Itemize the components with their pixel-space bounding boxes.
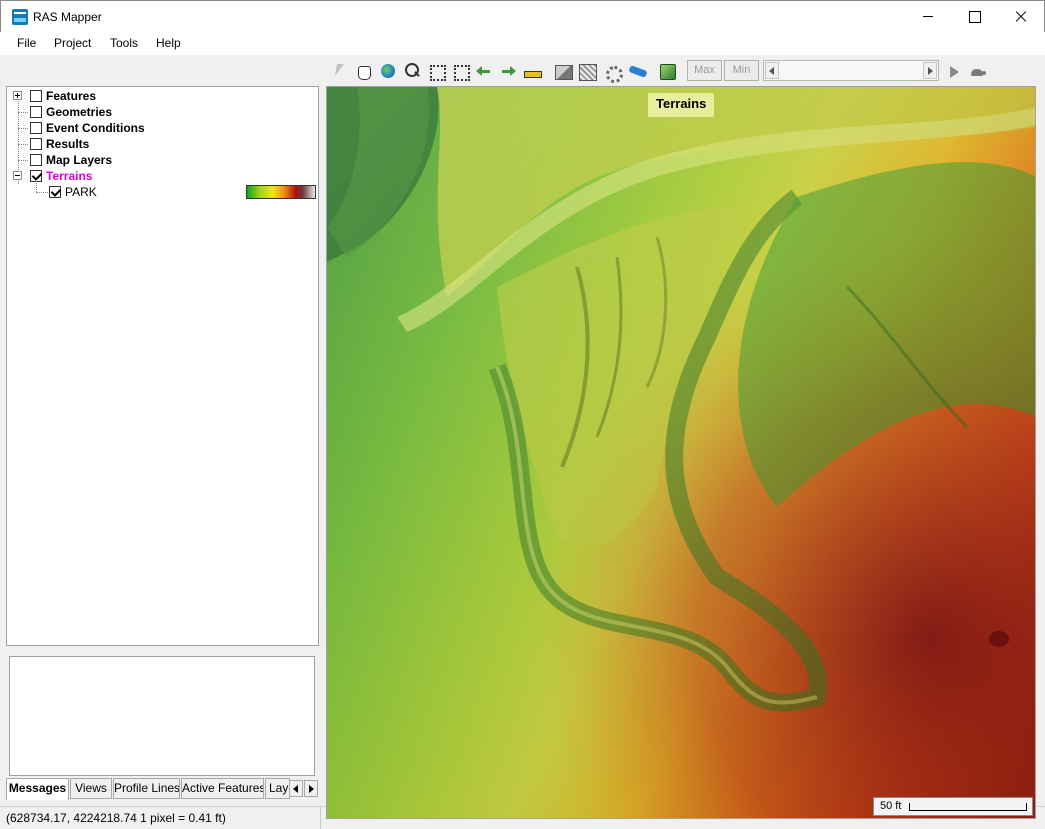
tree-item-geometries[interactable]: Geometries [7, 104, 318, 120]
3d-view-icon[interactable] [657, 61, 677, 81]
terrain-colorbar[interactable] [246, 185, 316, 199]
tree-connector-line [36, 181, 37, 192]
scale-line [909, 803, 1027, 811]
scale-label: 50 ft [880, 800, 902, 812]
time-slider[interactable] [763, 60, 939, 81]
layer-tree-panel: Features Geometries Event Conditions Res… [6, 86, 319, 646]
geometries-checkbox[interactable] [30, 106, 42, 118]
profile-plot-icon[interactable] [553, 61, 573, 81]
measure-ruler-icon[interactable] [522, 61, 542, 81]
zoom-icon[interactable] [402, 61, 422, 81]
toolbar: Max Min [0, 56, 1045, 85]
hatch-layer-icon[interactable] [577, 61, 597, 81]
time-step-back-icon[interactable] [765, 62, 779, 79]
forward-arrow-icon[interactable] [498, 61, 518, 81]
map-layers-checkbox[interactable] [30, 154, 42, 166]
tab-scroll-left-icon[interactable] [289, 780, 303, 797]
tab-layers[interactable]: Lay [265, 778, 290, 799]
tree-item-label[interactable]: Event Conditions [46, 121, 145, 135]
window-title: RAS Mapper [33, 10, 102, 24]
zoom-in-extents-icon[interactable] [426, 61, 446, 81]
bottom-tabs: Messages Views Profile Lines Active Feat… [6, 778, 319, 800]
menu-bar: File Project Tools Help [0, 32, 1045, 55]
results-checkbox[interactable] [30, 138, 42, 150]
tree-item-label[interactable]: Features [46, 89, 97, 103]
tree-item-label[interactable]: Geometries [46, 105, 113, 119]
park-checkbox[interactable] [49, 186, 61, 198]
tree-item-label[interactable]: PARK [65, 185, 97, 199]
map-coordinates: (628734.17, 4224218.74 1 pixel = 0.41 ft… [6, 811, 226, 825]
gear-tool-icon[interactable] [601, 61, 623, 83]
tree-connector-line [18, 112, 28, 113]
tree-item-park[interactable]: PARK [7, 181, 318, 200]
map-layer-label: Terrains [648, 93, 715, 117]
tree-connector-line [18, 99, 19, 184]
tree-item-terrains[interactable]: Terrains [7, 168, 318, 184]
menu-tools[interactable]: Tools [110, 36, 139, 50]
tree-item-features[interactable]: Features [7, 88, 318, 104]
tree-item-label[interactable]: Map Layers [46, 153, 113, 167]
time-step-forward-icon[interactable] [923, 62, 937, 79]
ras-mapper-app-icon [12, 9, 28, 25]
tab-active-features[interactable]: Active Features [181, 778, 264, 799]
min-button[interactable]: Min [724, 60, 759, 81]
full-extents-icon[interactable] [450, 61, 470, 81]
tree-item-results[interactable]: Results [7, 136, 318, 152]
tree-item-map-layers[interactable]: Map Layers [7, 152, 318, 168]
maximize-window-button[interactable] [951, 1, 997, 32]
terrain-map[interactable]: Terrains 50 ft [326, 86, 1036, 819]
menu-file[interactable]: File [17, 36, 37, 50]
pan-hand-icon[interactable] [354, 61, 374, 81]
menu-help[interactable]: Help [156, 36, 181, 50]
collapse-minus-icon[interactable] [13, 171, 22, 180]
play-icon[interactable] [944, 61, 964, 81]
scale-bar: 50 ft [873, 797, 1033, 816]
playback-speed-turtle-icon[interactable] [968, 61, 988, 81]
tab-scroll-right-icon[interactable] [304, 780, 318, 797]
tree-connector-line [18, 144, 28, 145]
minimize-window-button[interactable] [905, 1, 951, 32]
expand-plus-icon[interactable] [13, 91, 22, 100]
select-pointer-icon[interactable] [331, 61, 351, 81]
river-tool-icon[interactable] [628, 61, 648, 81]
menu-project[interactable]: Project [54, 36, 92, 50]
close-window-button[interactable] [997, 1, 1043, 32]
title-bar: RAS Mapper [0, 0, 1045, 32]
messages-panel[interactable] [9, 656, 315, 776]
tree-connector-line [36, 192, 48, 193]
terrain-hillshade [327, 87, 1035, 818]
tree-connector-line [18, 160, 28, 161]
tree-item-label[interactable]: Results [46, 137, 90, 151]
status-divider [320, 807, 321, 829]
tab-views[interactable]: Views [70, 778, 112, 799]
globe-icon[interactable] [378, 61, 398, 81]
tree-connector-line [18, 128, 28, 129]
features-checkbox[interactable] [30, 90, 42, 102]
tab-messages[interactable]: Messages [6, 778, 69, 800]
back-arrow-icon[interactable] [474, 61, 494, 81]
max-button[interactable]: Max [687, 60, 722, 81]
event-conditions-checkbox[interactable] [30, 122, 42, 134]
tab-profile-lines[interactable]: Profile Lines [113, 778, 180, 799]
tree-item-event-conditions[interactable]: Event Conditions [7, 120, 318, 136]
tree-item-label[interactable]: Terrains [46, 169, 93, 183]
